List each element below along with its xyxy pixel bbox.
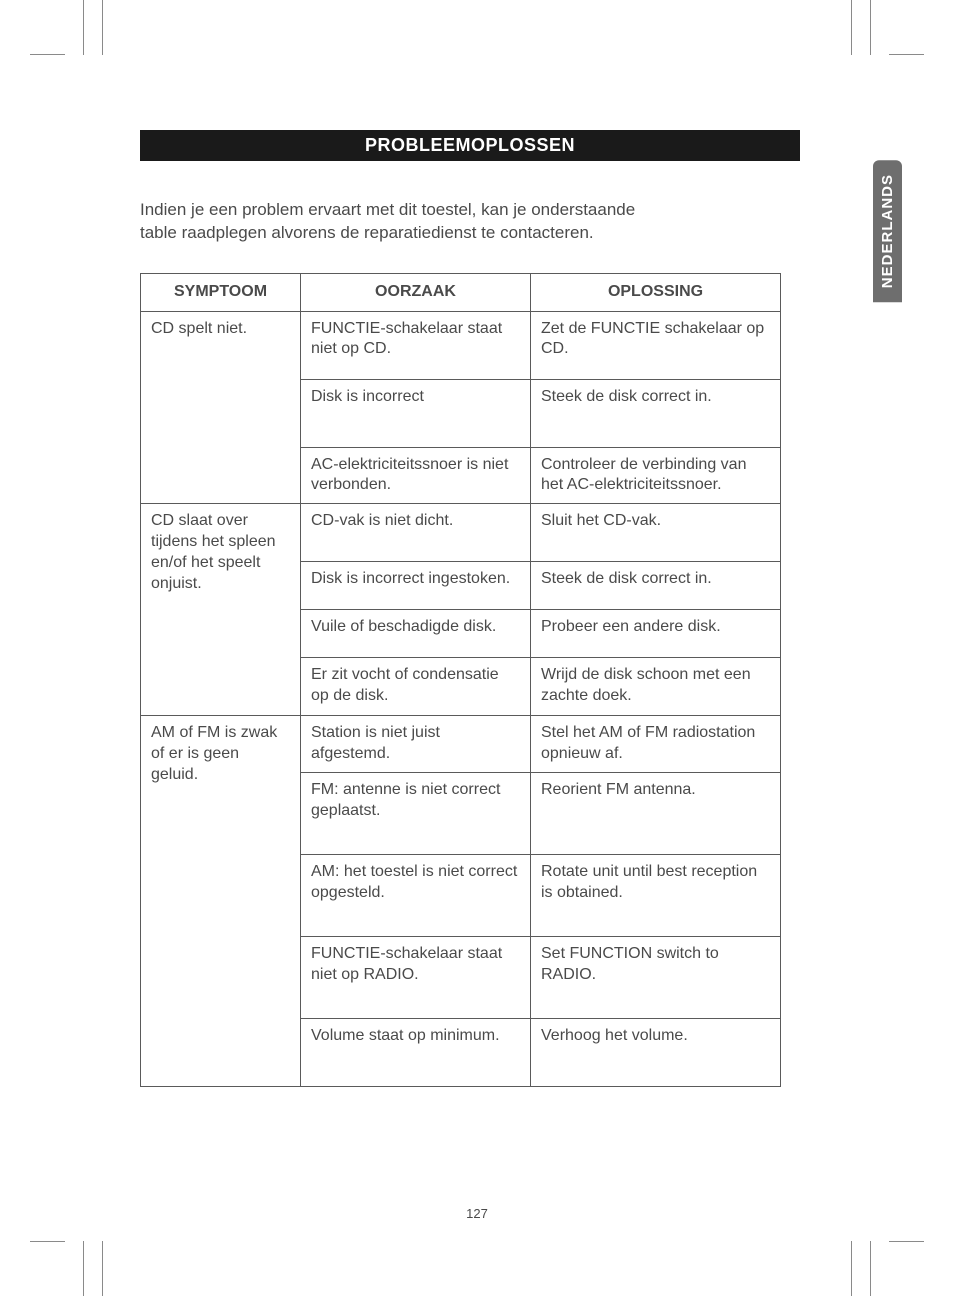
troubleshoot-table: SYMPTOOM OORZAAK OPLOSSING CD spelt niet… (140, 273, 781, 1087)
crop-v (102, 0, 103, 55)
table-row: AM of FM is zwak of er is geen geluid. S… (141, 716, 781, 773)
cell-cause: Vuile of beschadigde disk. (301, 610, 531, 658)
crop-mark-top-right (851, 0, 924, 55)
cell-solution: Wrijd de disk schoon met een zachte doek… (531, 658, 781, 716)
cell-cause: Volume staat op minimum. (301, 1018, 531, 1086)
table-row: CD slaat over tijdens het spleen en/of h… (141, 504, 781, 562)
crop-v (870, 0, 871, 55)
intro-line-2: table raadplegen alvorens de reparatiedi… (140, 223, 594, 242)
crop-h (889, 54, 924, 55)
cell-symptom: AM of FM is zwak of er is geen geluid. (141, 716, 301, 1087)
cell-cause: FM: antenne is niet correct geplaatst. (301, 772, 531, 854)
cell-solution: Controleer de verbinding van het AC-elek… (531, 447, 781, 504)
page-content: PROBLEEMOPLOSSEN Indien je een problem e… (140, 130, 800, 1087)
cell-symptom: CD slaat over tijdens het spleen en/of h… (141, 504, 301, 716)
cell-cause: AC-elektriciteitssnoer is niet verbonden… (301, 447, 531, 504)
crop-v (870, 1241, 871, 1296)
table-header-row: SYMPTOOM OORZAAK OPLOSSING (141, 273, 781, 311)
cell-cause: AM: het toestel is niet correct opgestel… (301, 854, 531, 936)
cell-cause: Station is niet juist afgestemd. (301, 716, 531, 773)
cell-solution: Steek de disk correct in. (531, 379, 781, 447)
cell-cause: Disk is incorrect (301, 379, 531, 447)
cell-solution: Zet de FUNCTIE schakelaar op CD. (531, 311, 781, 379)
cell-cause: FUNCTIE-schakelaar staat niet op RADIO. (301, 936, 531, 1018)
section-title: PROBLEEMOPLOSSEN (140, 130, 800, 161)
crop-mark-bottom-left (30, 1241, 103, 1296)
crop-h (889, 1241, 924, 1242)
language-tab: NEDERLANDS (873, 160, 902, 302)
cell-solution: Set FUNCTION switch to RADIO. (531, 936, 781, 1018)
intro-line-1: Indien je een problem ervaart met dit to… (140, 200, 635, 219)
cell-cause: FUNCTIE-schakelaar staat niet op CD. (301, 311, 531, 379)
crop-v (102, 1241, 103, 1296)
cell-solution: Verhoog het volume. (531, 1018, 781, 1086)
cell-solution: Reorient FM antenna. (531, 772, 781, 854)
crop-v (83, 0, 84, 55)
cell-solution: Probeer een andere disk. (531, 610, 781, 658)
header-solution: OPLOSSING (531, 273, 781, 311)
crop-v (851, 1241, 852, 1296)
cell-symptom: CD spelt niet. (141, 311, 301, 504)
table-row: CD spelt niet. FUNCTIE-schakelaar staat … (141, 311, 781, 379)
page-number: 127 (0, 1206, 954, 1221)
crop-h (30, 54, 65, 55)
cell-solution: Stel het AM of FM radiostation opnieuw a… (531, 716, 781, 773)
header-cause: OORZAAK (301, 273, 531, 311)
header-symptom: SYMPTOOM (141, 273, 301, 311)
cell-solution: Rotate unit until best reception is obta… (531, 854, 781, 936)
cell-solution: Sluit het CD-vak. (531, 504, 781, 562)
crop-h (30, 1241, 65, 1242)
intro-text: Indien je een problem ervaart met dit to… (140, 199, 800, 245)
cell-cause: Er zit vocht of condensatie op de disk. (301, 658, 531, 716)
crop-v (851, 0, 852, 55)
cell-solution: Steek de disk correct in. (531, 562, 781, 610)
cell-cause: Disk is incorrect ingestoken. (301, 562, 531, 610)
crop-mark-bottom-right (851, 1241, 924, 1296)
cell-cause: CD-vak is niet dicht. (301, 504, 531, 562)
crop-mark-top-left (30, 0, 103, 55)
crop-v (83, 1241, 84, 1296)
